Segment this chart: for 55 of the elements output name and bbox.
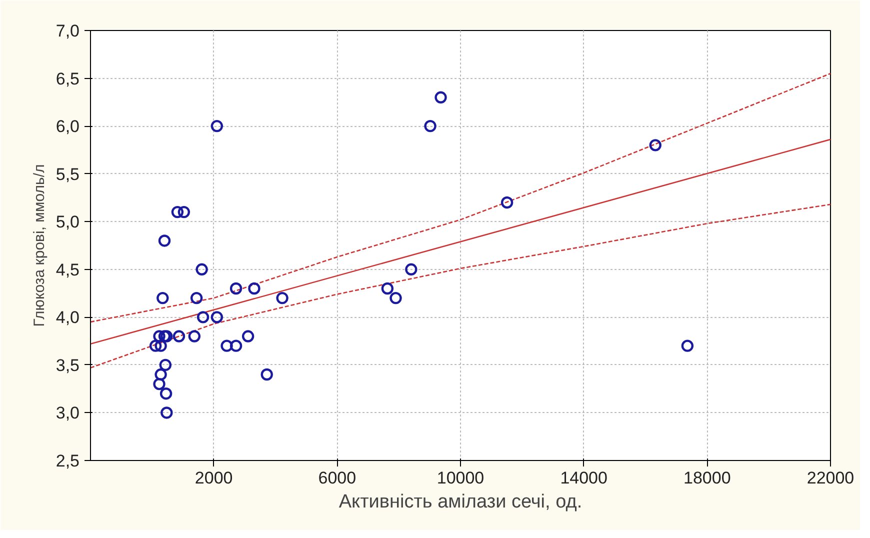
point xyxy=(230,340,242,352)
point xyxy=(248,282,260,295)
x-tick-label: 10000 xyxy=(436,468,484,488)
x-tick-label: 14000 xyxy=(560,468,608,488)
point xyxy=(172,330,186,342)
point xyxy=(196,263,208,276)
point xyxy=(156,292,169,304)
point xyxy=(210,311,224,324)
y-tick-label: 5,0 xyxy=(56,212,80,232)
y-tick-label: 4,5 xyxy=(56,260,80,280)
point xyxy=(171,206,184,218)
point xyxy=(159,358,172,372)
point xyxy=(424,120,436,132)
y-tick-label: 5,5 xyxy=(56,164,80,184)
point xyxy=(649,139,662,152)
y-axis-title: Глюкоза крові, ммоль/л xyxy=(30,164,48,327)
x-tick-label: 18000 xyxy=(684,468,731,488)
point xyxy=(220,340,233,352)
point xyxy=(154,340,167,352)
point xyxy=(153,378,166,390)
x-tick-label: 6000 xyxy=(318,468,356,488)
point xyxy=(190,292,203,304)
point xyxy=(260,368,273,381)
point xyxy=(230,282,242,295)
y-tick-label: 6,5 xyxy=(56,69,80,88)
point xyxy=(500,196,514,209)
y-tick-label: 7,0 xyxy=(56,22,80,40)
line-series xyxy=(90,72,830,323)
y-tick-label: 2,5 xyxy=(56,452,80,470)
point xyxy=(149,340,162,352)
point xyxy=(681,340,694,352)
y-tick-label: 6,0 xyxy=(56,117,80,136)
point xyxy=(154,368,167,381)
point xyxy=(276,292,288,304)
point xyxy=(158,234,171,247)
y-tick-label: 3,0 xyxy=(56,404,80,423)
point xyxy=(160,330,173,342)
x-tick-label: 22000 xyxy=(806,468,854,488)
point xyxy=(160,388,172,400)
point xyxy=(434,91,447,104)
point xyxy=(153,330,166,342)
point xyxy=(188,330,201,342)
point xyxy=(160,406,173,419)
line-series xyxy=(90,204,830,368)
y-tick-label: 3,5 xyxy=(56,356,80,375)
point xyxy=(242,330,254,342)
point xyxy=(381,282,394,295)
point xyxy=(210,120,224,132)
point xyxy=(178,206,190,218)
point xyxy=(405,263,418,276)
point xyxy=(196,311,210,324)
point xyxy=(390,292,402,304)
x-axis-title: Активність амілази сечі, од. xyxy=(338,492,582,512)
x-tick-label: 2000 xyxy=(194,468,233,488)
y-tick-label: 4,0 xyxy=(56,308,80,328)
